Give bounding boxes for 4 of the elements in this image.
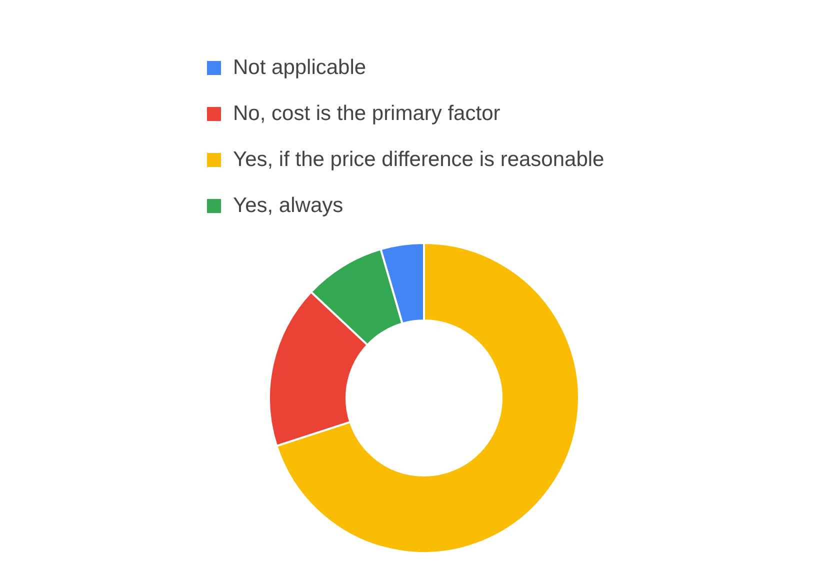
legend-label: Yes, if the price difference is reasonable bbox=[233, 148, 604, 172]
legend-label: Not applicable bbox=[233, 56, 366, 80]
legend-label: No, cost is the primary factor bbox=[233, 102, 500, 126]
legend-label: Yes, always bbox=[233, 194, 344, 218]
